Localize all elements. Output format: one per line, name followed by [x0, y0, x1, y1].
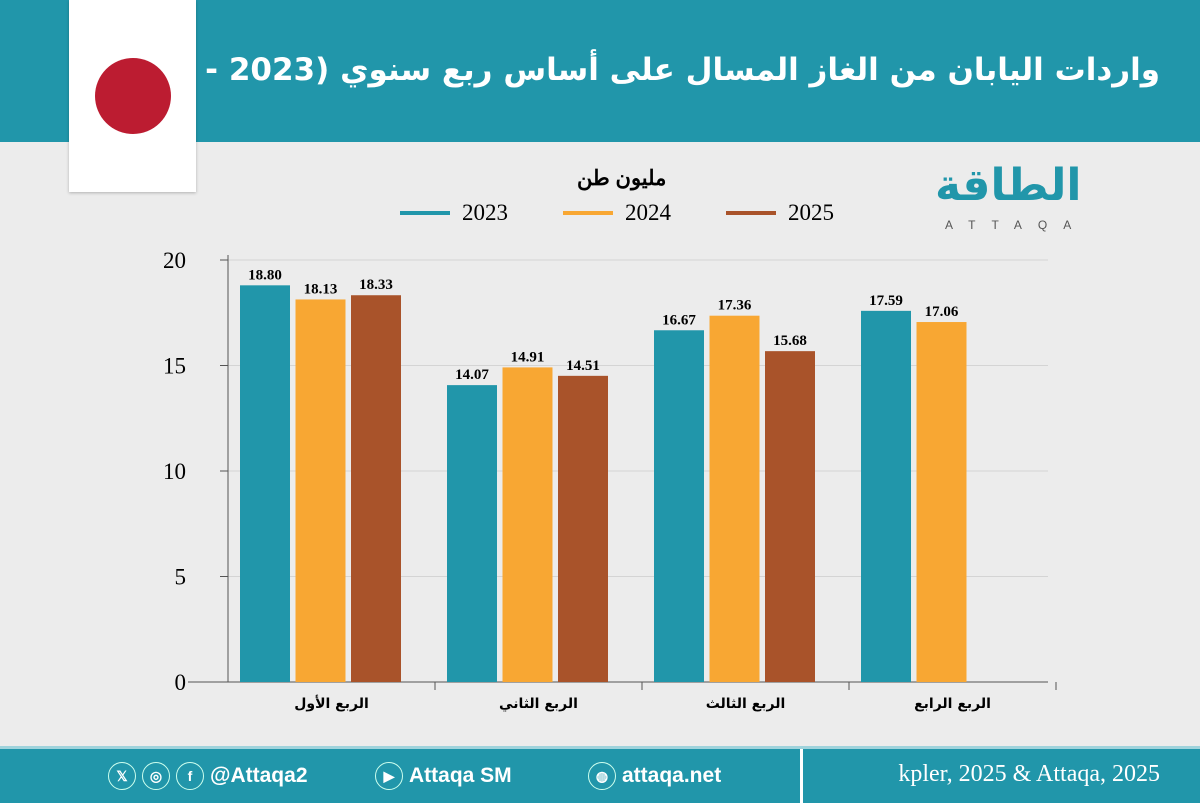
website-link[interactable]: ◍ attaqa.net [588, 762, 721, 790]
social-handle[interactable]: 𝕏 ◎ f @Attaqa2 [108, 762, 308, 790]
instagram-icon[interactable]: ◎ [142, 762, 170, 790]
attaqa-logo: الطاقة ATTAQA [930, 160, 1150, 240]
legend-2023: 2023 [400, 200, 508, 226]
legend-swatch [563, 211, 613, 215]
data-label: 18.13 [304, 281, 338, 297]
bar-2025 [558, 375, 608, 682]
handle-text: @Attaqa2 [210, 764, 308, 787]
bar-2025 [351, 295, 401, 682]
data-label: 14.91 [511, 349, 545, 365]
globe-icon[interactable]: ◍ [588, 762, 616, 790]
data-label: 17.06 [925, 304, 959, 320]
legend-label: 2024 [625, 200, 671, 225]
legend: 2023 2024 2025 [400, 200, 834, 226]
data-label: 18.33 [359, 277, 393, 293]
category-label: الربع الثالث [706, 696, 786, 712]
data-label: 17.59 [869, 293, 903, 309]
x-icon[interactable]: 𝕏 [108, 762, 136, 790]
source-text: kpler, 2025 & Attaqa, 2025 [898, 761, 1160, 787]
logo-arabic: الطاقة [935, 160, 1082, 211]
legend-label: 2023 [462, 200, 508, 225]
footer-divider [800, 749, 803, 803]
data-label: 16.67 [662, 312, 696, 328]
legend-2025: 2025 [726, 200, 834, 226]
bar-chart: 0 5 10 15 20 الربع الأول 18.80 18.13 18.33 الربع … [163, 248, 1057, 712]
category-label: الربع الرابع [914, 696, 991, 712]
legend-2024: 2024 [563, 200, 671, 226]
bar-2024 [709, 315, 760, 682]
legend-label: 2025 [788, 200, 834, 225]
y-tick-label: 20 [163, 248, 186, 273]
data-label: 15.68 [773, 333, 807, 349]
y-tick-label: 5 [175, 565, 187, 590]
bar-2023 [861, 310, 911, 682]
legend-swatch [726, 211, 776, 215]
data-label: 17.36 [718, 298, 752, 314]
japan-flag [69, 0, 196, 192]
y-unit-label: مليون طن [577, 167, 667, 190]
data-label: 14.07 [455, 367, 489, 383]
youtube-link[interactable]: ▶ Attaqa SM [375, 762, 512, 790]
youtube-text: Attaqa SM [409, 764, 512, 787]
flag-sun [95, 58, 171, 134]
y-tick-label: 10 [163, 459, 186, 484]
legend-swatch [400, 211, 450, 215]
category-label: الربع الأول [294, 695, 369, 712]
youtube-icon[interactable]: ▶ [375, 762, 403, 790]
bar-2023 [240, 285, 290, 682]
footer: 𝕏 ◎ f @Attaqa2 ▶ Attaqa SM ◍ attaqa.net … [0, 746, 1200, 803]
facebook-icon[interactable]: f [176, 762, 204, 790]
website-text: attaqa.net [622, 764, 722, 787]
y-tick-label: 0 [175, 670, 187, 695]
bar-2023 [654, 330, 704, 682]
logo-latin: ATTAQA [945, 218, 1088, 232]
header-bar: واردات اليابان من الغاز المسال على أساس … [0, 0, 1200, 142]
bar-2024 [295, 299, 346, 682]
bar-2024 [502, 367, 553, 682]
bar-2024 [916, 322, 967, 682]
data-label: 18.80 [248, 267, 282, 283]
category-label: الربع الثاني [499, 696, 578, 712]
y-tick-label: 15 [163, 354, 186, 379]
bar-2023 [447, 385, 497, 682]
bar-2025 [765, 351, 815, 682]
data-label: 14.51 [566, 358, 600, 374]
